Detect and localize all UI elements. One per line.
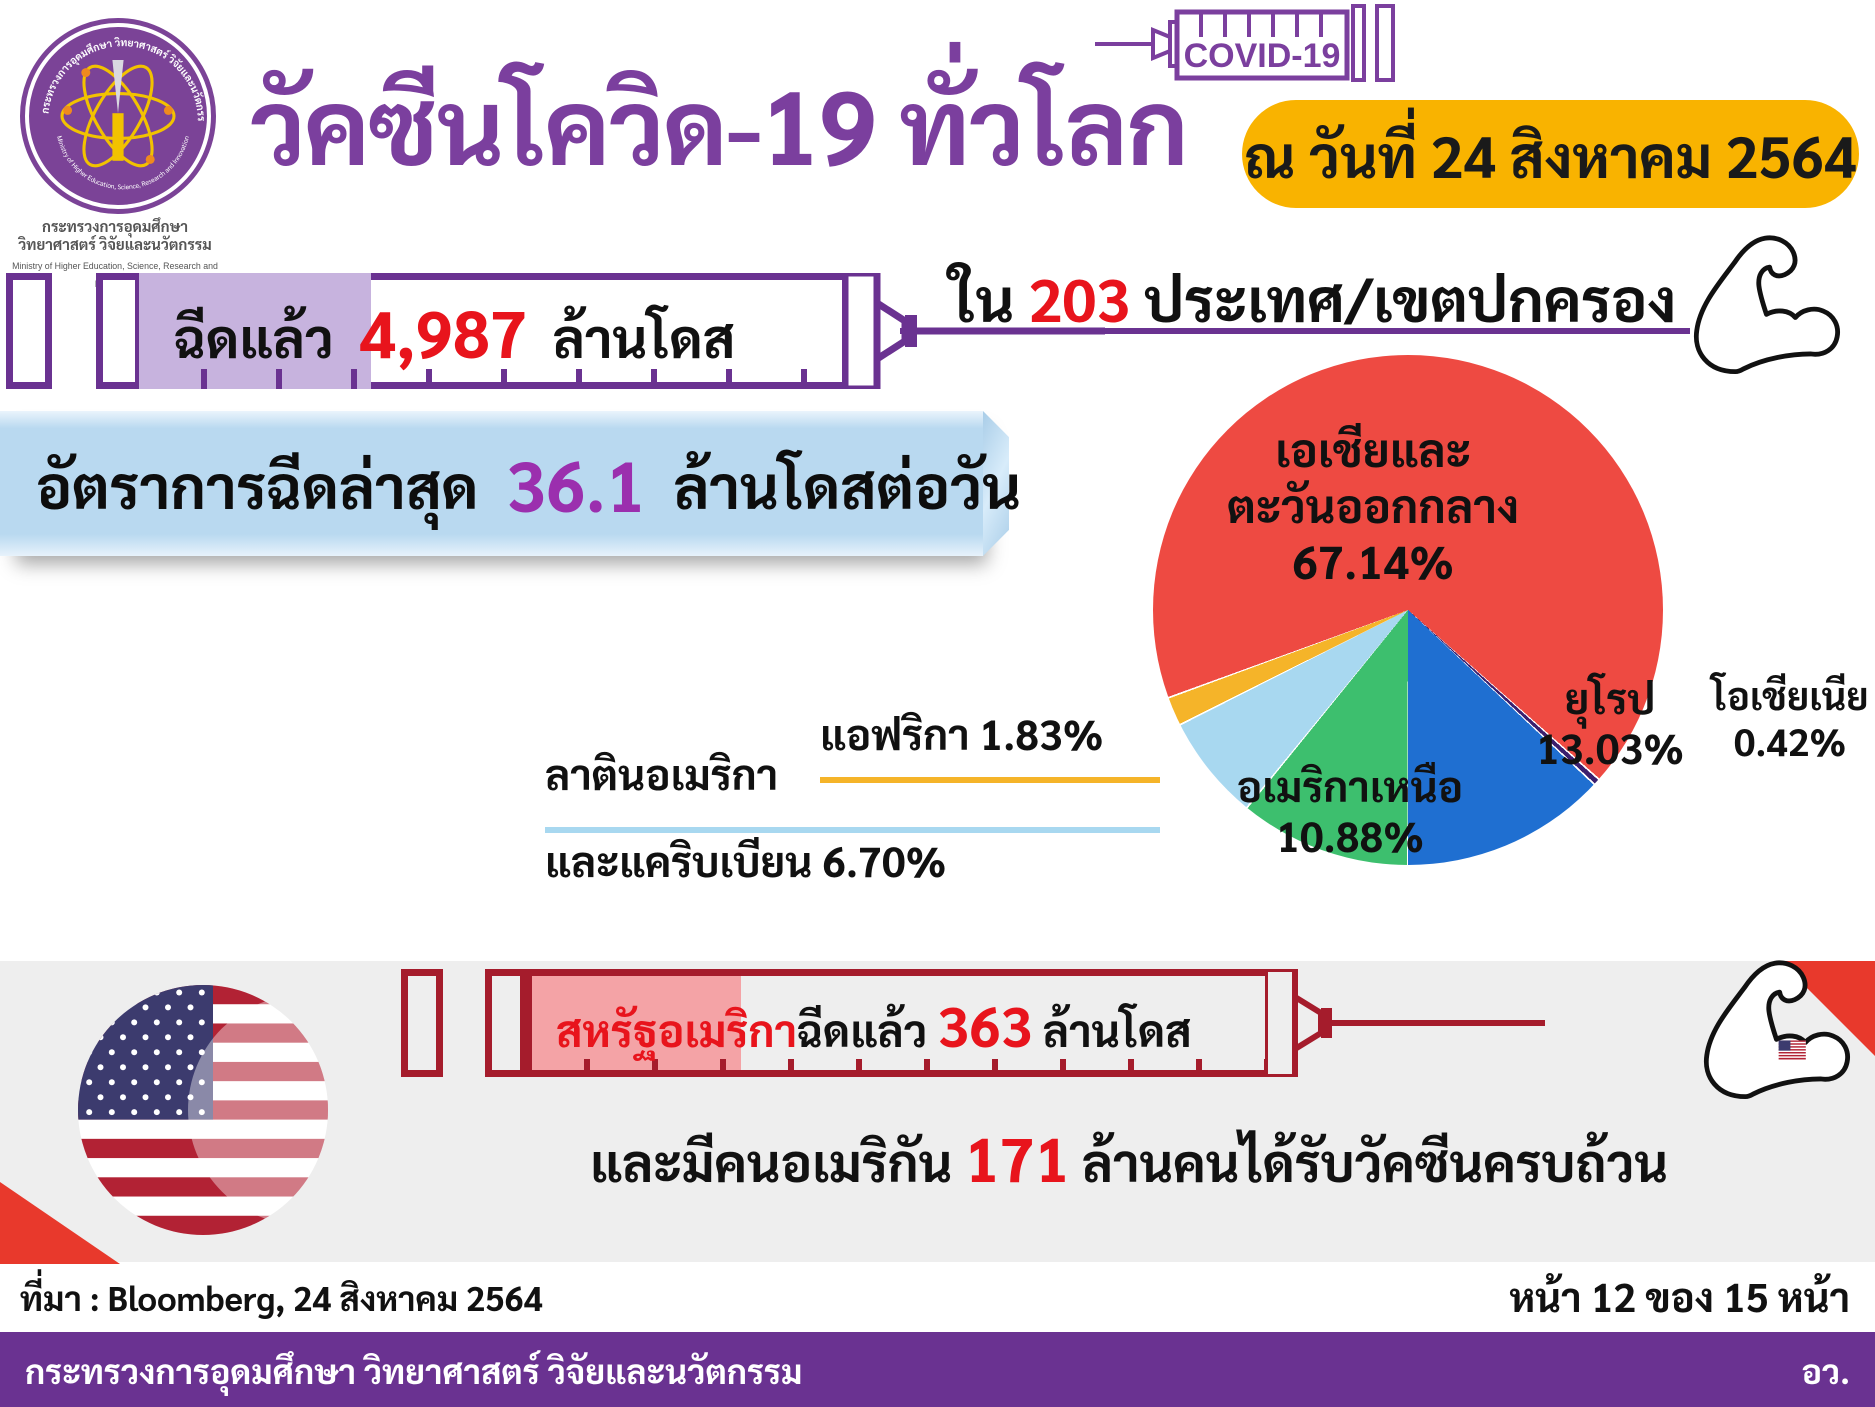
svg-text:กระทรวงการอุดมศึกษา วิทยาศาสตร: กระทรวงการอุดมศึกษา วิทยาศาสตร์ วิจัยและ…	[25, 23, 208, 121]
svg-text:Ministry of Higher Education,: Ministry of Higher Education, Science, R…	[55, 135, 191, 192]
svg-text:COVID-19: COVID-19	[1184, 37, 1341, 75]
